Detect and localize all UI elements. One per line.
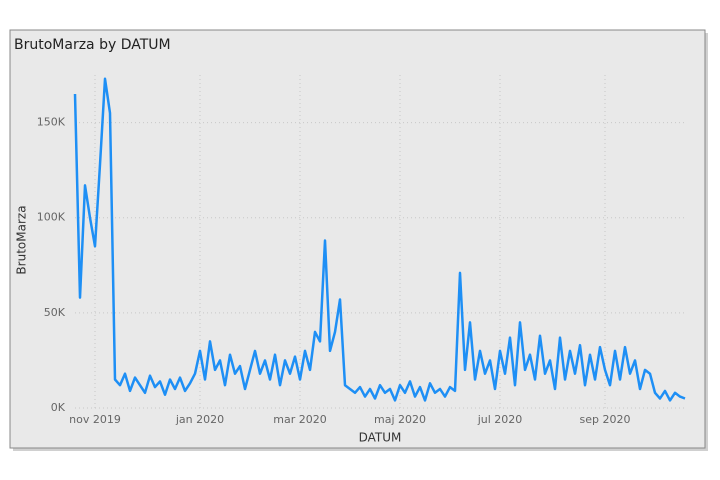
x-tick-label: sep 2020 [580,413,631,426]
line-series [73,77,686,402]
x-tick-label: jan 2020 [175,413,224,426]
x-axis-label: DATUM [359,431,402,445]
y-tick-label: 0K [51,401,66,414]
chart-title: BrutoMarza by DATUM [14,37,171,53]
x-tick-label: nov 2019 [69,413,121,426]
y-tick-label: 100K [37,211,66,224]
x-tick-label: mar 2020 [273,413,326,426]
panel [9,29,706,449]
y-tick-label: 150K [37,116,66,129]
x-tick-label: maj 2020 [374,413,426,426]
y-axis-label: BrutoMarza [15,205,29,274]
x-tick-label: jul 2020 [477,413,523,426]
y-tick-label: 50K [44,306,66,319]
